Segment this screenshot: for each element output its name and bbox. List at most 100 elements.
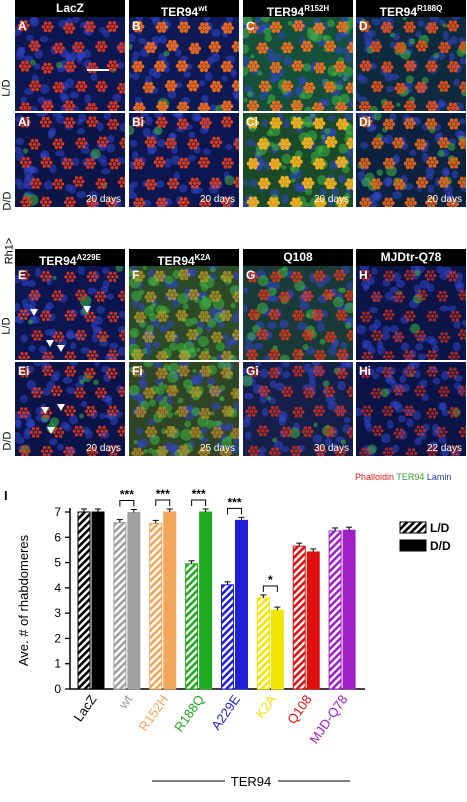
arrowhead-marker — [49, 468, 57, 475]
significance-bracket — [155, 499, 171, 506]
bottom-micrograph-Fi: Fi 25 days — [129, 362, 239, 456]
legend-label-0: L/D — [430, 521, 450, 535]
significance-bracket — [227, 507, 242, 515]
significance-marker: *** — [120, 488, 134, 502]
y-tick-label: 1 — [54, 657, 61, 671]
header-superscript: K2A — [194, 253, 211, 262]
arrowhead-marker — [83, 306, 91, 313]
panel-label: Ei — [18, 364, 30, 378]
bar-dd-LacZ — [91, 511, 105, 690]
age-label: 25 days — [199, 443, 235, 454]
bar-dd-K2A — [270, 609, 284, 690]
age-label: 20 days — [85, 443, 121, 454]
significance-bracket — [119, 500, 135, 507]
group-label: TER94 — [231, 774, 271, 789]
panel-label: G — [246, 268, 256, 282]
panel-label: Fi — [132, 364, 143, 378]
chart-panel-label: I — [4, 488, 8, 503]
bottom-header-1: TER94K2A — [129, 249, 239, 268]
top-micrograph-C: C — [243, 17, 353, 111]
category-label-Q108: Q108 — [284, 692, 315, 727]
bottom-micrograph-E: E — [15, 266, 125, 360]
header-text: LacZ — [55, 1, 84, 15]
header-text: MJDtr-Q78 — [380, 250, 442, 264]
bar-dd-Q108 — [306, 551, 320, 690]
bottom-micrograph-Hi: Hi 22 days — [356, 362, 466, 456]
category-label-wt: wt — [115, 692, 136, 712]
header-text: TER94 — [266, 5, 305, 19]
age-label: 30 days — [313, 443, 349, 454]
panel-label: Ci — [246, 115, 258, 129]
header-superscript: wt — [198, 4, 208, 13]
significance-marker: *** — [227, 495, 241, 509]
arrowhead-marker — [57, 404, 65, 411]
bar-ld-LacZ — [77, 511, 91, 690]
row-label-ld-top: L/D — [0, 79, 13, 97]
significance-marker: *** — [192, 487, 206, 501]
panel-label: Bi — [132, 115, 144, 129]
panel-label: Hi — [359, 364, 371, 378]
panel-label: H — [359, 268, 368, 282]
row-label-rh1: Rh1> — [3, 237, 16, 265]
top-header-1: TER94wt — [129, 0, 239, 19]
significance-bracket — [262, 585, 278, 592]
bar-ld-MJD-Q78 — [328, 530, 342, 690]
header-superscript: R188Q — [417, 4, 443, 13]
bottom-micrograph-Ei: Ei 20 days — [15, 362, 125, 456]
bottom-micrograph-Gi: Gi 30 days — [243, 362, 353, 456]
y-tick-label: 4 — [54, 581, 61, 595]
panel-label: Gi — [246, 364, 259, 378]
panel-label: F — [132, 268, 140, 282]
row-label-dd-bottom: D/D — [1, 431, 14, 451]
y-tick-label: 5 — [54, 556, 61, 570]
category-label-K2A: K2A — [252, 692, 279, 721]
top-micrograph-Di: Di 20 days — [356, 113, 466, 207]
bottom-micrograph-G: G — [243, 266, 353, 360]
bottom-header-3: MJDtr-Q78 — [356, 249, 466, 266]
header-text: TER94 — [39, 254, 77, 268]
significance-marker: * — [268, 573, 273, 587]
stain-phalloidin-label: Phalloidin — [355, 472, 395, 482]
bar-dd-R188Q — [199, 511, 213, 690]
category-label-R152H: R152H — [136, 692, 171, 734]
age-label: 20 days — [426, 194, 462, 205]
panel-label: B — [132, 19, 141, 33]
top-micrograph-Ci: Ci 20 days — [243, 113, 353, 207]
top-micrograph-B: B — [129, 17, 239, 111]
header-text: TER94 — [379, 5, 417, 19]
y-tick-label: 7 — [54, 505, 61, 519]
y-tick-label: 6 — [54, 530, 61, 544]
bar-dd-A229E — [235, 519, 248, 690]
top-micrograph-D: D — [356, 17, 466, 111]
arrowhead-marker — [57, 345, 65, 352]
bar-dd-wt — [127, 512, 141, 690]
rhabdomere-bar-chart: I 0 1 2 3 4 5 6 7 Ave. # of rhabdomeres LacZ *** wt… — [4, 487, 451, 789]
category-label-LacZ: LacZ — [71, 692, 100, 724]
bar-ld-K2A — [256, 597, 270, 690]
header-text: TER94 — [157, 254, 195, 268]
y-tick-label: 0 — [54, 682, 61, 696]
header-text: Q108 — [283, 250, 313, 264]
bottom-header-0: TER94A229E — [15, 249, 125, 268]
category-label-A229E: A229E — [208, 692, 243, 733]
significance-marker: *** — [156, 487, 170, 501]
top-header-2: TER94R152H — [243, 0, 353, 19]
arrowhead-marker — [47, 427, 55, 434]
row-label-dd-top: D/D — [1, 191, 14, 211]
age-label: 20 days — [85, 194, 121, 205]
stain-ter94-label: TER94 — [396, 472, 425, 482]
arrowhead-marker — [30, 309, 38, 316]
legend-label-1: D/D — [430, 539, 451, 553]
header-text: TER94 — [160, 5, 199, 19]
scale-bar — [87, 69, 109, 71]
age-label: 22 days — [426, 443, 462, 454]
panel-label: C — [246, 19, 255, 33]
bar-ld-A229E — [221, 584, 234, 690]
bar-ld-R188Q — [185, 563, 199, 690]
panel-label: A — [18, 19, 27, 33]
bar-ld-Q108 — [292, 545, 306, 690]
y-tick-label: 3 — [54, 606, 61, 620]
bottom-header-2: Q108 — [243, 249, 353, 266]
panel-label: Di — [359, 115, 371, 129]
panel-label: Ai — [18, 115, 30, 129]
